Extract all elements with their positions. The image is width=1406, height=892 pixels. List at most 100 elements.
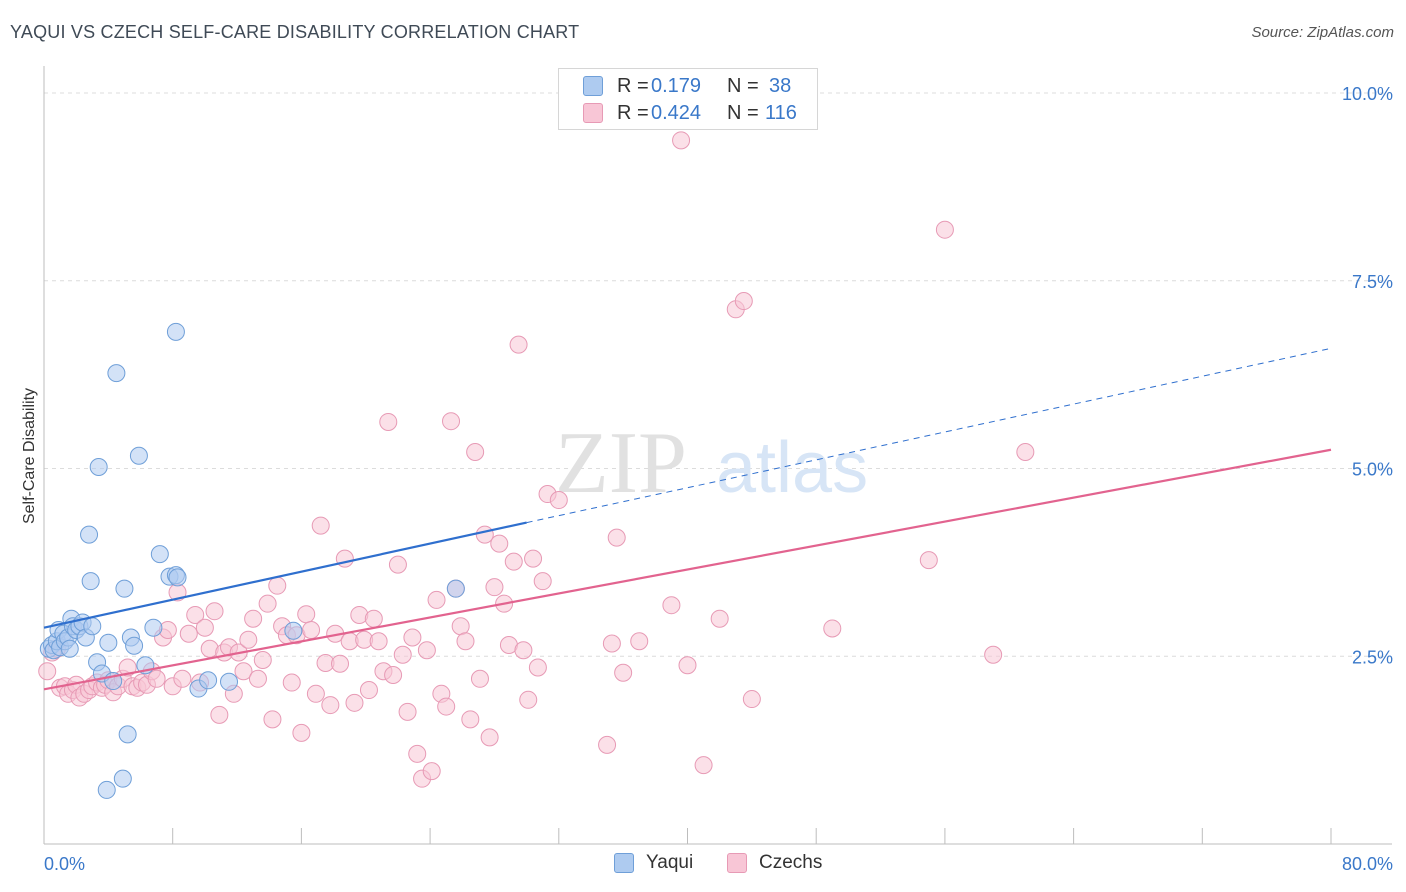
czechs-point [179,624,198,643]
yaqui-point [97,780,116,799]
legend-r-value: 0.424 [651,102,702,124]
bottom-legend-label: Yaqui [646,852,694,873]
czechs-point [297,605,316,624]
czechs-point [364,609,383,628]
stats-legend: R = 0.179 N = 38 R = 0.424 N = 116 [558,68,818,130]
yaqui-point [80,525,99,544]
czechs-point [244,609,263,628]
yaqui-point [220,672,239,691]
bottom-legend-swatch-yaqui [614,853,634,873]
czechs-point [321,696,340,715]
czechs-point [388,555,407,574]
czechs-point [549,491,568,510]
czechs-point [359,681,378,700]
yaqui-point [129,446,148,465]
czechs-point [248,669,267,688]
czechs-point [672,131,691,150]
y-tick-label: 10.0% [1342,84,1393,104]
czechs-point [480,728,499,747]
x-tick-label: 0.0% [44,854,85,874]
czechs-point [935,220,954,239]
czechs-point [461,710,480,729]
yaqui-point [113,769,132,788]
czechs-point [607,528,626,547]
czechs-point [239,630,258,649]
yaqui-point [144,618,163,637]
legend-n-value: 116 [765,102,797,124]
czechs-point [306,684,325,703]
source-label: Source: ZipAtlas.com [1251,24,1394,41]
czechs-point [742,690,761,709]
czechs-point [186,605,205,624]
czechs-point [398,702,417,721]
czechs-point [490,534,509,553]
czechs-point [514,641,533,660]
czechs-point [614,663,633,682]
axes [43,66,1392,845]
yaqui-point [168,568,187,587]
czechs-point [384,666,403,685]
czechs-point [519,690,538,709]
czechs-point [379,412,398,431]
czechs-point [210,705,229,724]
czechs-point [403,628,422,647]
czechs-point [118,658,137,677]
yaqui-point [284,621,303,640]
x-tick-label: 80.0% [1342,854,1393,874]
czechs-point [195,618,214,637]
czechs-point [528,658,547,677]
czechs-point [475,525,494,544]
czechs-trend-line [43,448,1332,691]
czechs-point [598,735,617,754]
czechs-points [38,131,1035,788]
y-tick-label: 5.0% [1352,460,1393,480]
bottom-legend-label: Czechs [759,852,823,873]
czechs-point [602,634,621,653]
czechs-point [734,292,753,311]
yaqui-point [150,545,169,564]
y-tick-label: 7.5% [1352,272,1393,292]
bottom-legend-swatch-czechs [727,853,747,873]
czechs-point [408,744,427,763]
legend-swatch-yaqui [583,76,603,96]
czechs-point [437,697,456,716]
czechs-point [345,693,364,712]
yaqui-point [115,579,134,598]
yaqui-point [60,639,79,658]
czechs-point [234,662,253,681]
czechs-point [331,654,350,673]
watermark-zip: ZIP [555,415,687,512]
czechs-point [369,632,388,651]
czechs-point [451,617,470,636]
yaqui-point [166,322,185,341]
legend-swatch-czechs [583,103,603,123]
czechs-point [282,673,301,692]
czechs-point [1016,442,1035,461]
czechs-point [466,442,485,461]
czechs-point [678,656,697,675]
czechs-point [147,669,166,688]
watermark: ZIP atlas [555,415,868,512]
czechs-point [470,669,489,688]
czechs-point [485,578,504,597]
czechs-point [292,723,311,742]
czechs-point [504,552,523,571]
yaqui-point [118,725,137,744]
czechs-point [302,620,321,639]
czechs-point [524,549,543,568]
czechs-point [311,516,330,535]
czechs-point [38,662,57,681]
czechs-point [417,641,436,660]
legend-r-label: R = [617,102,649,124]
czechs-point [823,619,842,638]
czechs-point [694,756,713,775]
watermark-atlas: atlas [716,428,868,508]
czechs-point [662,596,681,615]
czechs-point [710,609,729,628]
czechs-point [253,651,272,670]
czechs-point [422,762,441,781]
yaqui-point [83,617,102,636]
yaqui-point [89,458,108,477]
czechs-point [173,669,192,688]
